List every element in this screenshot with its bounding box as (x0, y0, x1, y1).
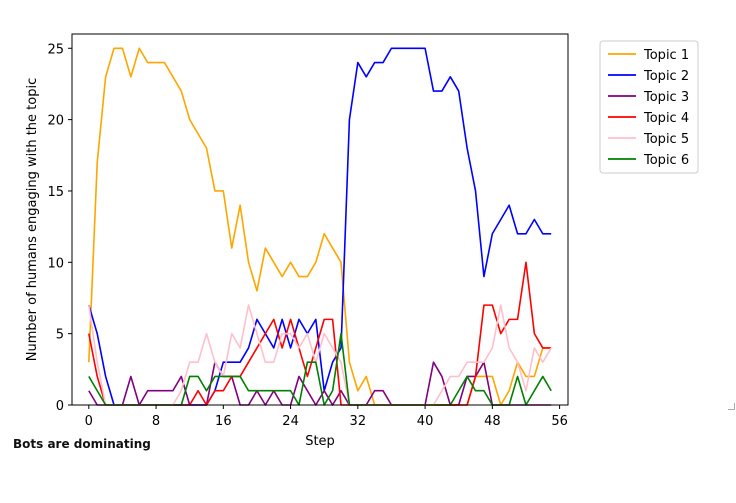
axes-layer: 0 8 16 24 32 40 48 56 0 5 10 15 20 25 Step Number of hu… (25, 33, 569, 449)
legend-label-topic-5: Topic 5 (643, 132, 689, 147)
y-tick-label: 5 (56, 328, 64, 343)
x-tick-label: 24 (282, 414, 299, 429)
x-tick-label: 56 (551, 414, 568, 429)
legend-label-topic-6: Topic 6 (643, 153, 689, 168)
legend-label-topic-3: Topic 3 (643, 90, 689, 105)
x-tick-label: 8 (152, 414, 160, 429)
y-tick-label: 20 (47, 114, 64, 129)
legend-label-topic-1: Topic 1 (643, 48, 689, 63)
series-line-topic-6 (88, 332, 552, 406)
caption: Bots are dominating (13, 437, 151, 451)
x-axis-label: Step (305, 434, 335, 449)
legend-label-topic-2: Topic 2 (643, 69, 689, 84)
y-tick-label: 10 (47, 256, 64, 271)
legend: Topic 1 Topic 2 Topic 3 Topic 4 Topic 5 Topic… (599, 40, 699, 174)
x-tick-label: 40 (417, 414, 434, 429)
y-tick-label: 25 (47, 42, 64, 57)
x-tick-label: 32 (350, 414, 367, 429)
series-line-topic-2 (88, 47, 552, 406)
y-axis-label: Number of humans engaging with the topic (25, 78, 40, 361)
legend-label-topic-4: Topic 4 (643, 111, 689, 126)
x-tick-label: 16 (215, 414, 232, 429)
x-tick-label: 48 (484, 414, 501, 429)
plot-frame (71, 33, 569, 406)
y-tick-label: 0 (56, 399, 64, 414)
legend-box (599, 40, 699, 174)
x-tick-label: 0 (85, 414, 93, 429)
resize-corner[interactable] (728, 403, 735, 410)
series-layer (88, 47, 552, 406)
series-line-topic-3 (88, 361, 552, 406)
y-tick-label: 15 (47, 185, 64, 200)
